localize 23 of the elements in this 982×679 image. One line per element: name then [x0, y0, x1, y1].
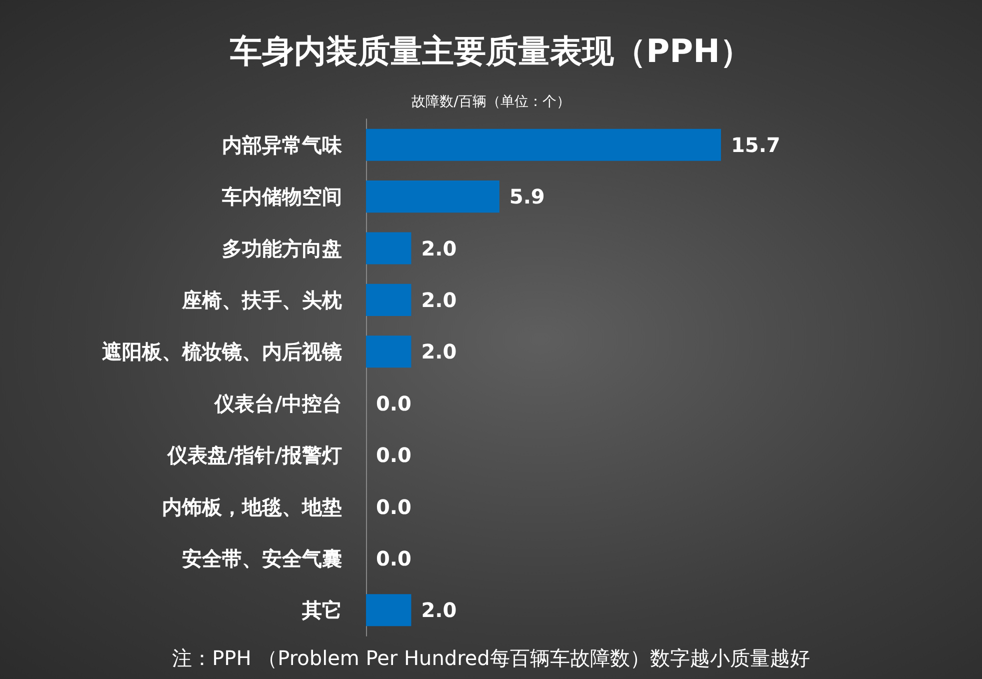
data-label: 0.0 [376, 443, 412, 468]
y-tick-label: 内部异常气味 [222, 132, 343, 157]
data-label: 2.0 [421, 340, 457, 364]
data-label: 2.0 [421, 288, 457, 312]
y-tick-label: 内饰板，地毯、地垫 [162, 494, 342, 519]
data-label: 0.0 [376, 494, 412, 519]
y-tick-label: 多功能方向盘 [222, 236, 342, 260]
text: 注：PPH （Problem Per Hundred每百辆车故障数）数字越小质量越好 [172, 646, 810, 670]
y-tick-label: 车内储物空间 [221, 184, 342, 209]
y-tick-label: 安全带、安全气囊 [182, 546, 342, 570]
y-tick-label: 仪表盘/指针/报警灯 [166, 443, 342, 468]
data-label: 0.0 [376, 546, 412, 570]
y-tick-label: 其它 [301, 598, 342, 622]
y-tick-label: 仪表台/中控台 [214, 391, 342, 416]
data-label: 0.0 [376, 391, 412, 416]
chart-subtitle: 故障数/百辆（单位：个） [412, 94, 570, 110]
y-tick-label: 遮阳板、梳妆镜、内后视镜 [102, 340, 342, 364]
data-label: 2.0 [421, 598, 457, 622]
data-label: 2.0 [421, 236, 457, 260]
y-tick-label: 座椅、扶手、头枕 [181, 288, 342, 312]
data-label: 5.9 [509, 184, 545, 209]
chart-title: 车身内装质量主要质量表现（PPH） [229, 32, 752, 70]
data-label: 15.7 [730, 132, 780, 157]
